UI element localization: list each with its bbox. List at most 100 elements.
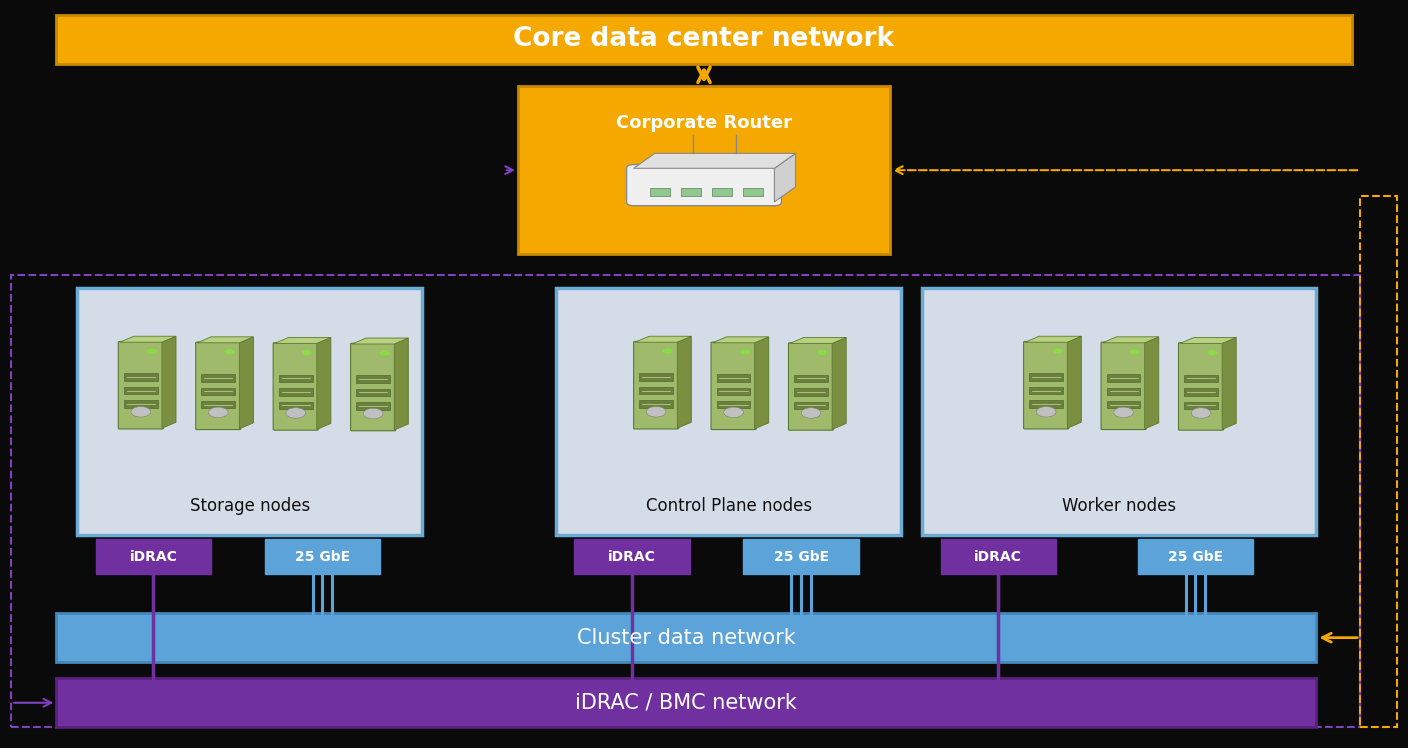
Polygon shape <box>677 337 691 428</box>
Bar <box>794 388 828 396</box>
Bar <box>712 188 732 196</box>
Text: iDRAC / BMC network: iDRAC / BMC network <box>576 693 797 713</box>
Circle shape <box>724 407 743 417</box>
Circle shape <box>801 408 821 418</box>
Bar <box>681 188 701 196</box>
Bar <box>743 539 859 574</box>
Polygon shape <box>197 337 253 343</box>
Circle shape <box>380 350 389 355</box>
Bar <box>1029 387 1063 394</box>
Polygon shape <box>755 337 769 429</box>
FancyBboxPatch shape <box>627 165 781 206</box>
FancyBboxPatch shape <box>118 341 163 429</box>
Polygon shape <box>774 153 796 202</box>
Circle shape <box>1191 408 1211 418</box>
Text: 25 GbE: 25 GbE <box>294 550 351 563</box>
Circle shape <box>817 350 828 355</box>
Bar <box>1029 400 1063 408</box>
Bar <box>124 400 158 408</box>
Polygon shape <box>1025 337 1081 343</box>
Polygon shape <box>275 337 331 343</box>
Polygon shape <box>394 338 408 430</box>
Bar <box>279 375 313 382</box>
Text: Core data center network: Core data center network <box>514 26 894 52</box>
Bar <box>124 373 158 381</box>
FancyBboxPatch shape <box>196 342 241 429</box>
Circle shape <box>131 407 151 417</box>
Bar <box>96 539 211 574</box>
Bar <box>794 402 828 409</box>
Polygon shape <box>635 337 691 343</box>
Polygon shape <box>1222 337 1236 429</box>
Polygon shape <box>317 337 331 429</box>
Bar <box>717 374 750 381</box>
Circle shape <box>303 350 313 355</box>
Circle shape <box>1129 349 1140 355</box>
Circle shape <box>208 407 228 417</box>
Bar <box>650 188 670 196</box>
Bar <box>518 86 890 254</box>
Text: 25 GbE: 25 GbE <box>773 550 829 563</box>
Bar <box>356 402 390 410</box>
Circle shape <box>363 408 383 419</box>
Bar <box>639 387 673 394</box>
FancyBboxPatch shape <box>788 343 834 430</box>
Polygon shape <box>162 337 176 428</box>
Polygon shape <box>120 337 176 343</box>
Circle shape <box>286 408 306 418</box>
Text: iDRAC: iDRAC <box>130 550 177 563</box>
Bar <box>201 387 235 395</box>
FancyBboxPatch shape <box>351 343 396 431</box>
Circle shape <box>224 349 234 355</box>
FancyBboxPatch shape <box>1101 342 1146 429</box>
Circle shape <box>1114 407 1133 417</box>
Bar <box>743 188 763 196</box>
Text: Control Plane nodes: Control Plane nodes <box>646 497 811 515</box>
Bar <box>717 387 750 395</box>
Bar <box>1360 196 1397 727</box>
Bar <box>56 15 1352 64</box>
Bar <box>1184 388 1218 396</box>
Bar <box>265 539 380 574</box>
FancyBboxPatch shape <box>273 343 318 430</box>
FancyBboxPatch shape <box>1024 341 1069 429</box>
Text: iDRAC: iDRAC <box>974 550 1022 563</box>
Text: 25 GbE: 25 GbE <box>1167 550 1224 563</box>
Bar <box>201 374 235 381</box>
Bar <box>1184 402 1218 409</box>
Bar <box>941 539 1056 574</box>
Bar <box>356 375 390 383</box>
Bar <box>279 388 313 396</box>
Circle shape <box>1207 350 1218 355</box>
Circle shape <box>741 349 750 355</box>
Polygon shape <box>239 337 253 429</box>
Polygon shape <box>1145 337 1159 429</box>
Text: Storage nodes: Storage nodes <box>190 497 310 515</box>
Polygon shape <box>634 153 796 168</box>
FancyBboxPatch shape <box>711 342 756 429</box>
Circle shape <box>646 407 666 417</box>
Polygon shape <box>1067 337 1081 428</box>
Text: Cluster data network: Cluster data network <box>577 628 796 648</box>
Bar <box>56 678 1316 727</box>
Text: Corporate Router: Corporate Router <box>617 114 791 132</box>
Bar <box>11 275 1360 727</box>
Bar <box>77 288 422 535</box>
Text: iDRAC: iDRAC <box>608 550 656 563</box>
Polygon shape <box>832 337 846 429</box>
Bar <box>201 401 235 408</box>
Polygon shape <box>1180 337 1236 343</box>
Bar <box>1107 374 1140 381</box>
Bar <box>279 402 313 409</box>
Bar <box>56 613 1316 662</box>
Bar <box>639 373 673 381</box>
Circle shape <box>1036 407 1056 417</box>
Bar <box>124 387 158 394</box>
Polygon shape <box>1102 337 1159 343</box>
Bar <box>717 401 750 408</box>
Bar <box>574 539 690 574</box>
FancyBboxPatch shape <box>1178 343 1224 430</box>
Bar <box>356 389 390 396</box>
Circle shape <box>662 349 673 354</box>
Text: Worker nodes: Worker nodes <box>1062 497 1177 515</box>
